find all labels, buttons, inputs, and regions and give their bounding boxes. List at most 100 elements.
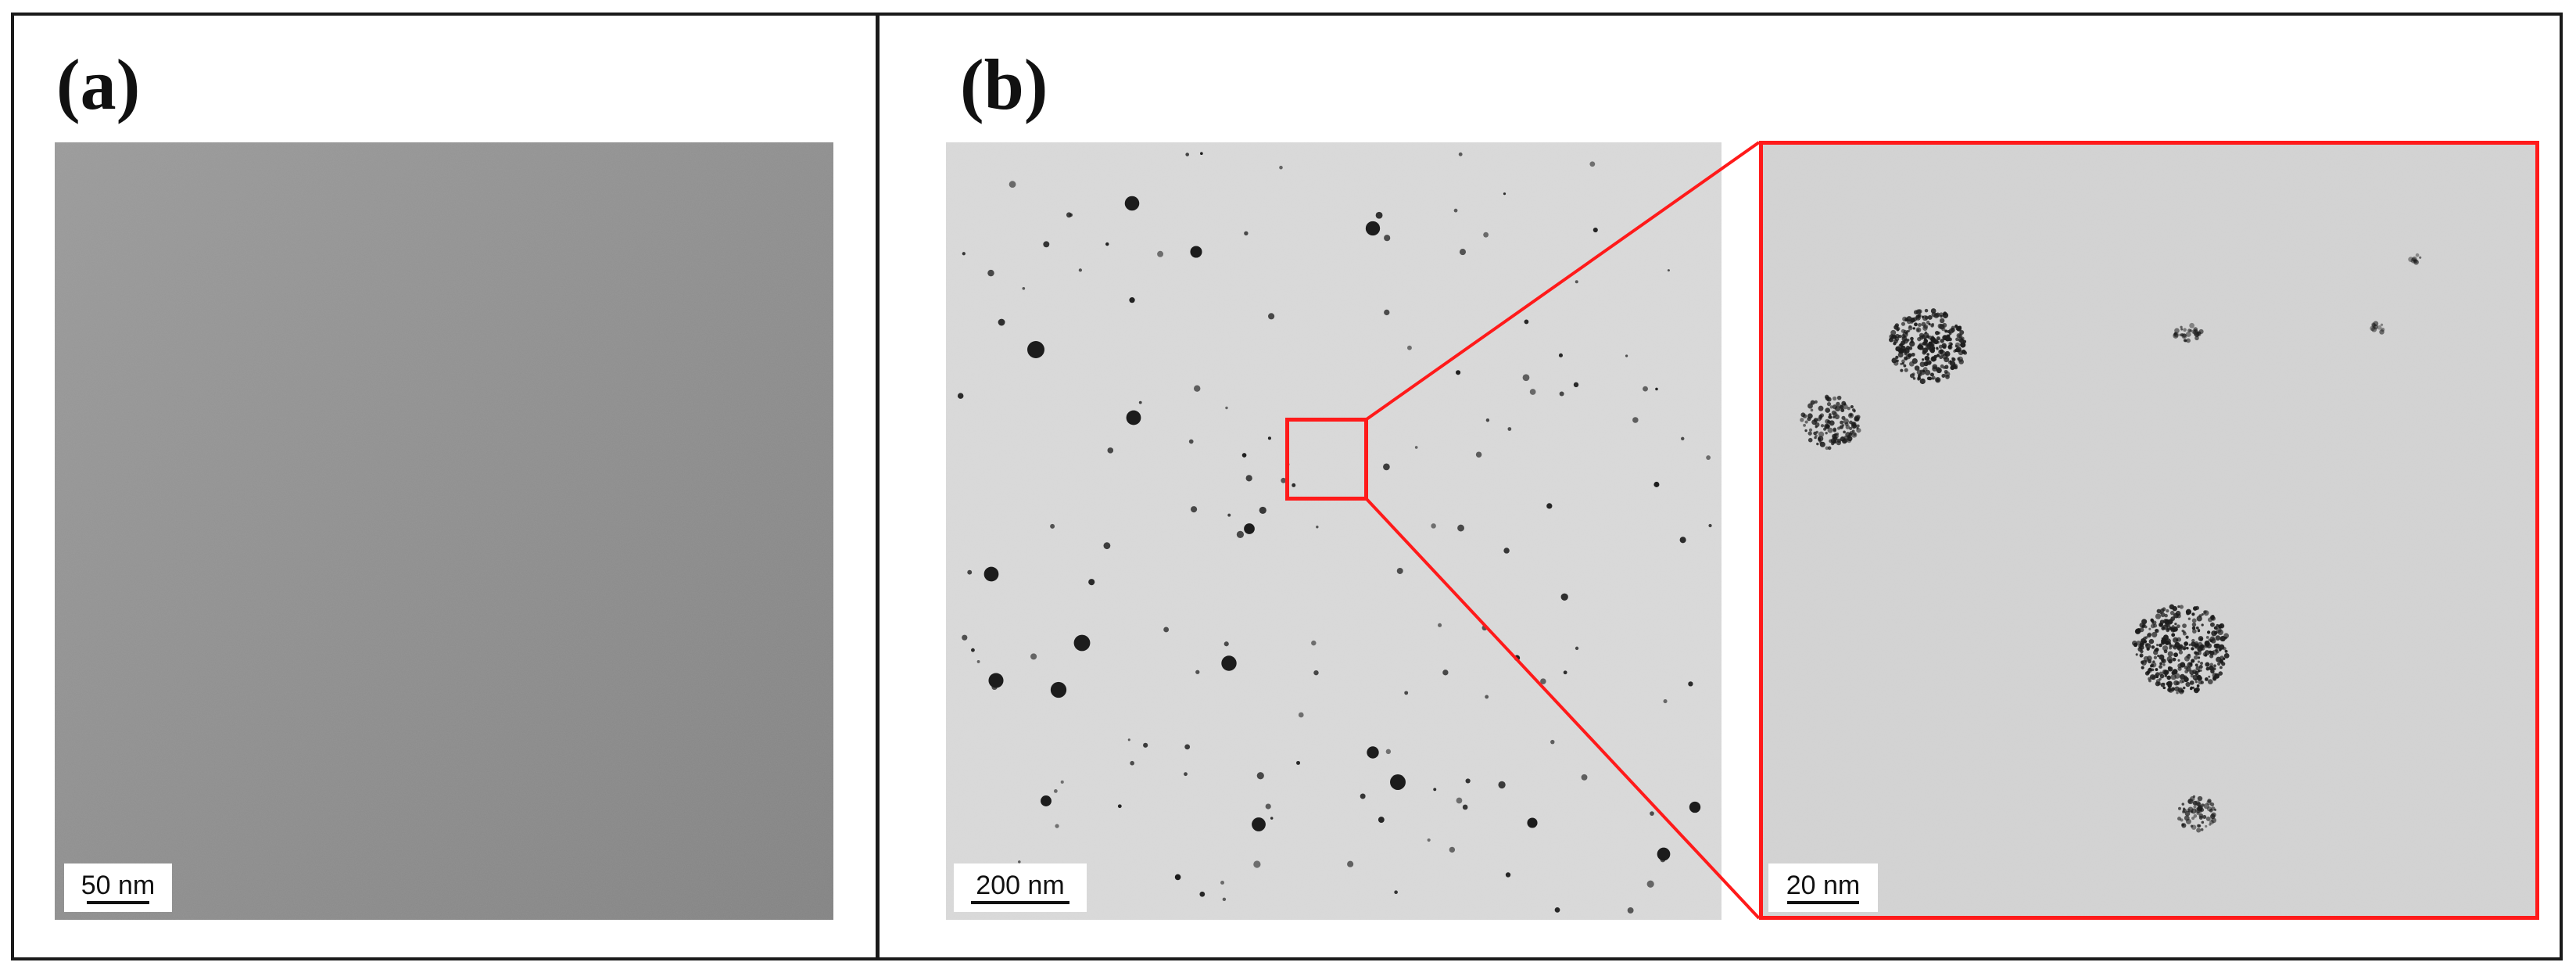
nanoparticle <box>1679 537 1686 544</box>
nanoparticle <box>983 566 999 582</box>
nanoparticle <box>1465 778 1471 784</box>
nanoparticle <box>1575 280 1578 284</box>
nanoparticle <box>1268 313 1275 320</box>
nanoparticle <box>1129 297 1135 303</box>
nanoparticle <box>1653 481 1660 487</box>
nanoparticle <box>1066 212 1072 218</box>
nanoparticle <box>1407 345 1412 350</box>
nanoparticle <box>1360 793 1366 799</box>
nanoparticle <box>1220 880 1224 885</box>
nanoparticle <box>1632 417 1639 423</box>
nanoparticle <box>1503 548 1510 554</box>
nanoparticle <box>1126 410 1141 425</box>
nanoparticle <box>1244 231 1249 235</box>
nanoparticle <box>1456 370 1461 375</box>
panel-a-scale-line <box>87 900 149 904</box>
nanoparticle <box>1546 503 1553 509</box>
nanoparticle <box>1708 523 1712 528</box>
nanoparticle <box>1241 453 1247 458</box>
panel-divider <box>876 13 880 960</box>
nanoparticle <box>1442 670 1449 676</box>
nanoparticle <box>1689 801 1701 813</box>
nanoparticle <box>1655 387 1658 391</box>
nanoparticle <box>1540 678 1546 684</box>
nanoparticle <box>1449 846 1456 853</box>
nanoparticle <box>1043 241 1050 248</box>
nanoparticle <box>962 252 966 256</box>
nanoparticle <box>1311 640 1317 646</box>
nanoparticle <box>1124 196 1140 211</box>
particle-cluster <box>2177 795 2217 833</box>
panel-b-label: (b) <box>960 45 1048 124</box>
nanoparticle <box>1427 838 1431 842</box>
nanoparticle <box>1507 427 1512 431</box>
nanoparticle-clusters <box>1800 253 2422 833</box>
nanoparticle <box>1194 385 1201 392</box>
nanoparticle <box>1625 354 1628 357</box>
nanoparticle <box>1643 386 1648 392</box>
nanoparticle <box>1022 286 1026 290</box>
nanoparticle <box>998 318 1005 326</box>
nanoparticle <box>1163 627 1170 633</box>
nanoparticle <box>1259 506 1267 515</box>
nanoparticle <box>1244 523 1255 534</box>
nanoparticle <box>1453 208 1458 213</box>
nanoparticle <box>1185 153 1190 156</box>
nanoparticle <box>1267 436 1271 440</box>
nanoparticle <box>1457 524 1464 532</box>
nanoparticle <box>1174 874 1181 881</box>
nanoparticle <box>1384 309 1390 316</box>
nanoparticle <box>1503 192 1507 196</box>
particle-cluster <box>2370 321 2385 335</box>
nanoparticle <box>1138 400 1142 404</box>
nanoparticle <box>1143 742 1148 748</box>
nanoparticle <box>1078 268 1083 272</box>
particle-cluster <box>1800 394 1861 451</box>
nanoparticle <box>1053 789 1058 793</box>
nanoparticle <box>1103 542 1111 550</box>
nanoparticle <box>1589 161 1596 167</box>
nanoparticle <box>1573 382 1579 388</box>
nanoparticle <box>1292 483 1296 487</box>
nanoparticle <box>1367 746 1379 759</box>
nanoparticle <box>1481 625 1488 631</box>
nanoparticle <box>1456 797 1463 804</box>
nanoparticle <box>1385 749 1392 755</box>
nanoparticle <box>1190 246 1202 258</box>
nanoparticle <box>1027 341 1044 358</box>
nanoparticle <box>1296 760 1301 765</box>
nanoparticle <box>1527 817 1538 828</box>
particle-cluster <box>2408 253 2422 265</box>
nanoparticle <box>1117 804 1122 809</box>
nanoparticle <box>1191 506 1198 513</box>
panel-b-scale-bar: 200 nm <box>954 863 1087 912</box>
nanoparticle <box>1298 712 1304 718</box>
panel-b-zoom-scale-line <box>1787 900 1859 904</box>
nanoparticle <box>1050 523 1055 529</box>
nanoparticle <box>1245 475 1252 482</box>
nanoparticle <box>1414 446 1418 449</box>
nanoparticle <box>1365 221 1381 236</box>
nanoparticle <box>1462 804 1468 810</box>
panel-b-zoom-scale-label: 20 nm <box>1786 870 1861 900</box>
panel-b-zoomed-micrograph <box>1759 141 2539 920</box>
nanoparticle <box>1224 641 1229 647</box>
nanoparticle <box>1522 374 1530 382</box>
particle-cluster <box>2132 604 2230 695</box>
nanoparticle <box>1073 634 1091 652</box>
panel-a-micrograph <box>55 142 833 920</box>
nanoparticle <box>1184 772 1188 777</box>
nanoparticle <box>1050 681 1067 698</box>
nanoparticle <box>1383 463 1390 471</box>
nanoparticle <box>1514 655 1521 662</box>
panel-b-overview-micrograph <box>946 142 1722 920</box>
nanoparticle <box>1529 389 1536 395</box>
nanoparticle <box>1560 593 1568 601</box>
nanoparticle <box>1458 152 1463 156</box>
nanoparticle <box>1438 623 1442 627</box>
nanoparticle <box>1195 670 1200 674</box>
nanoparticle <box>1688 681 1693 687</box>
nanoparticle <box>1088 579 1095 586</box>
nanoparticle <box>1107 447 1114 454</box>
panel-a-label: (a) <box>56 45 141 124</box>
